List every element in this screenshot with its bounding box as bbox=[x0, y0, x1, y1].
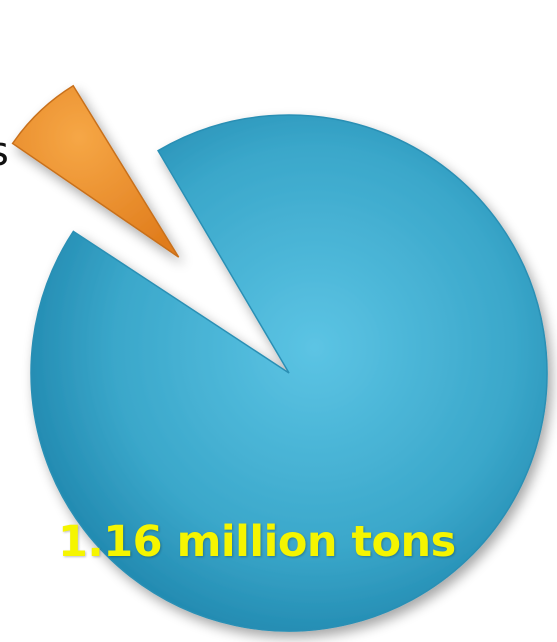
slice-value-label: 1.16 million tons bbox=[58, 517, 456, 567]
pie-slices bbox=[11, 84, 548, 632]
cropped-edge-text: s bbox=[0, 132, 9, 172]
pie-slice-large bbox=[30, 114, 548, 632]
pie-slice-small bbox=[11, 84, 180, 258]
